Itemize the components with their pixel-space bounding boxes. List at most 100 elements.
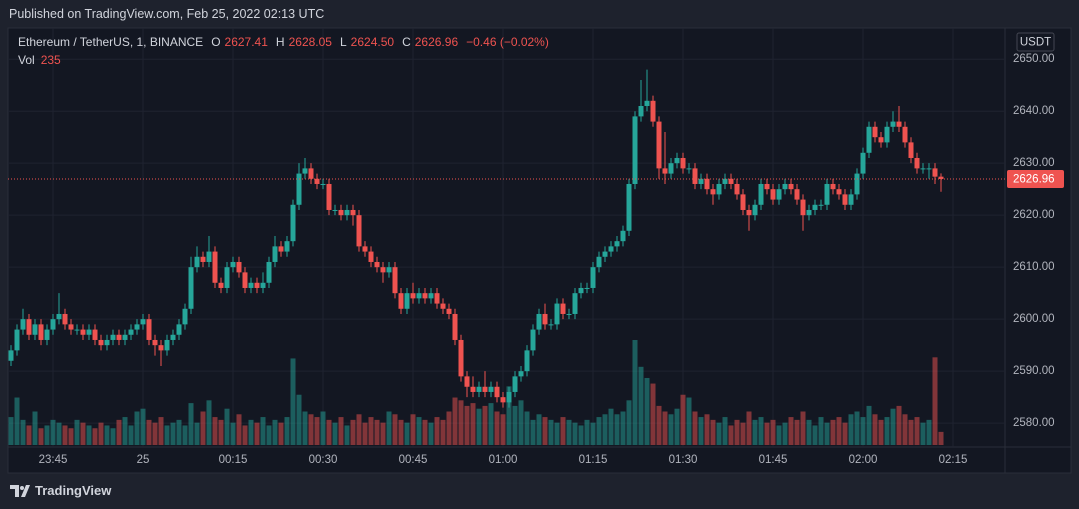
volume-bar [68,428,74,445]
volume-bar [284,417,290,445]
candle-body [254,282,260,288]
x-tick-label: 23:45 [39,454,68,466]
volume-bar [26,425,32,445]
candle-body [542,313,548,325]
candle-body [74,329,80,331]
candle-body [218,282,224,288]
candle-body [260,282,266,288]
volume-bar [518,400,524,445]
volume-bar [692,411,698,445]
last-price-box [1007,169,1064,188]
candle-body [662,168,668,174]
candle-body [320,183,326,185]
candle-body [668,163,674,174]
volume-bar [440,419,446,445]
y-tick-label: 2650.00 [1013,53,1055,65]
candle-body [626,183,632,231]
candle-body [146,319,152,340]
volume-bar [554,422,560,445]
candle-body [902,126,908,143]
candle-body [728,178,734,184]
volume-label: Vol [18,53,35,67]
volume-bar [812,425,818,445]
volume-bar [326,419,332,445]
candle-body [344,209,350,216]
volume-bar [686,397,692,445]
volume-bar [464,405,470,445]
candle-body [110,334,116,340]
volume-bar [212,417,218,445]
candle-body [770,189,776,200]
volume-bar [290,358,296,445]
volume-bar [824,422,830,445]
candle-body [428,293,434,299]
volume-bar [224,408,230,445]
candle-body [176,324,182,335]
volume-bar [398,419,404,445]
candle-body [14,329,20,351]
volume-bar [596,417,602,445]
volume-bar [452,397,458,445]
brand: TradingView [35,483,112,498]
volume-bar [854,411,860,445]
candle-body [392,267,398,294]
volume-bar [122,417,128,445]
volume-bar [752,419,758,445]
candle-body [716,183,722,195]
volume-bar [650,383,656,445]
candle-body [230,261,236,268]
candle-body [8,350,14,361]
volume-bar [746,411,752,445]
volume-bar [338,417,344,445]
volume-bar [494,411,500,445]
volume-bar [458,400,464,445]
volume-bar [728,425,734,445]
candle-body [200,256,206,262]
volume-bar [296,394,302,445]
volume-bar [272,419,278,445]
volume-bar [614,414,620,445]
volume-bar [758,417,764,445]
candle-body [560,303,566,314]
x-tick-label: 00:30 [309,454,338,466]
published-note: Published on TradingView.com, Feb 25, 20… [9,7,325,21]
volume-bar [476,408,482,445]
x-tick-label: 01:00 [489,454,518,466]
volume-bar [632,340,638,445]
x-tick-label: 25 [137,454,150,466]
y-tick-label: 2640.00 [1013,105,1055,117]
volume-bar [194,422,200,445]
brand-logo [10,484,30,497]
volume-bar [932,357,938,445]
candle-body [554,303,560,325]
candle-body [608,246,614,252]
volume-bar [206,400,212,445]
volume-bar [434,417,440,445]
volume-bar [110,428,116,445]
volume-bar [500,414,506,445]
candle-body [266,261,272,283]
candle-body [140,319,146,325]
candle-body [194,256,200,268]
candle-body [80,329,86,335]
candle-body [806,209,812,216]
volume-bar [146,419,152,445]
ohlc-label: L [339,35,347,49]
volume-bar [404,422,410,445]
volume-bar [164,425,170,445]
volume-bar [884,417,890,445]
candle-body [854,173,860,195]
candle-body [350,209,356,216]
candle-body [476,386,482,392]
candle-body [44,329,50,340]
volume-bar [866,405,872,445]
candle-body [356,215,362,247]
volume-bar [170,422,176,445]
volume-bar [530,419,536,445]
volume-bar [128,425,134,445]
candle-body [776,189,782,200]
candle-body [734,183,740,195]
volume-bar [320,411,326,445]
volume-bar [806,419,812,445]
volume-bar [428,422,434,445]
